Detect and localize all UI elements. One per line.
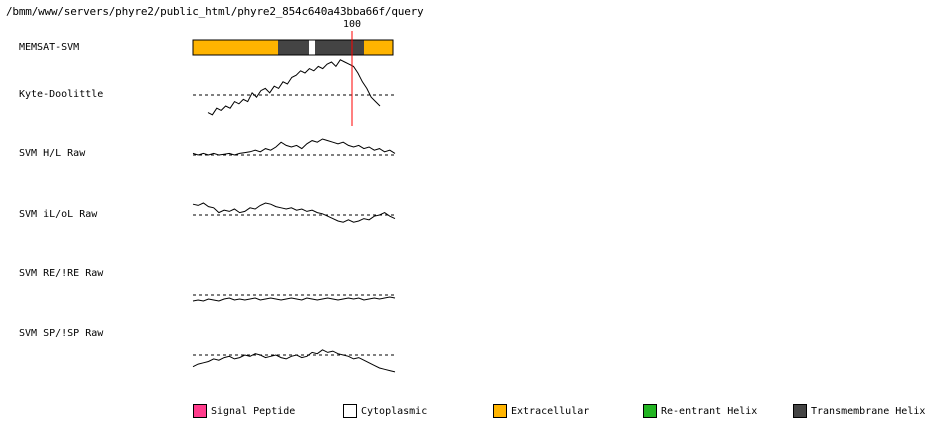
legend-swatch-extracellular (493, 404, 507, 418)
legend-item-re-entrant-helix: Re-entrant Helix (643, 404, 757, 418)
memsat-segment-extracellular (364, 40, 393, 55)
legend-swatch-signal-peptide (193, 404, 207, 418)
legend-label-extracellular: Extracellular (511, 405, 590, 417)
memsat-bar (192, 39, 394, 56)
track-label-memsat: MEMSAT-SVM (19, 42, 80, 53)
trace-spisp (192, 349, 396, 373)
track-label-ilol: SVM iL/oL Raw (19, 209, 98, 220)
residue-marker-label: 100 (343, 19, 361, 30)
memsat-bar-border (192, 39, 394, 56)
legend-swatch-transmembrane-helix (793, 404, 807, 418)
track-label-spisp: SVM SP/!SP Raw (19, 328, 104, 339)
legend-label-signal-peptide: Signal Peptide (211, 405, 296, 417)
trace-hl (192, 138, 396, 156)
legend-item-signal-peptide: Signal Peptide (193, 404, 295, 418)
legend-item-cytoplasmic: Cytoplasmic (343, 404, 427, 418)
trace-kyte-doolittle (207, 59, 381, 116)
legend-label-cytoplasmic: Cytoplasmic (361, 405, 428, 417)
trace-ilol (192, 202, 396, 223)
track-label-kyte-doolittle: Kyte-Doolittle (19, 89, 104, 100)
memsat-segment-transmembrane (278, 40, 309, 55)
legend-item-transmembrane-helix: Transmembrane Helix (793, 404, 925, 418)
memsat-segment-extracellular (193, 40, 278, 55)
legend-swatch-cytoplasmic (343, 404, 357, 418)
memsat-segment-cytoplasmic (309, 40, 315, 55)
legend-label-transmembrane-helix: Transmembrane Helix (811, 405, 926, 417)
path-title: /bmm/www/servers/phyre2/public_html/phyr… (6, 5, 424, 18)
trace-reire (192, 296, 396, 302)
legend-item-extracellular: Extracellular (493, 404, 589, 418)
track-label-hl: SVM H/L Raw (19, 148, 86, 159)
legend-swatch-re-entrant-helix (643, 404, 657, 418)
legend-label-re-entrant-helix: Re-entrant Helix (661, 405, 758, 417)
track-label-reire: SVM RE/!RE Raw (19, 268, 104, 279)
memsat-segment-transmembrane (315, 40, 364, 55)
